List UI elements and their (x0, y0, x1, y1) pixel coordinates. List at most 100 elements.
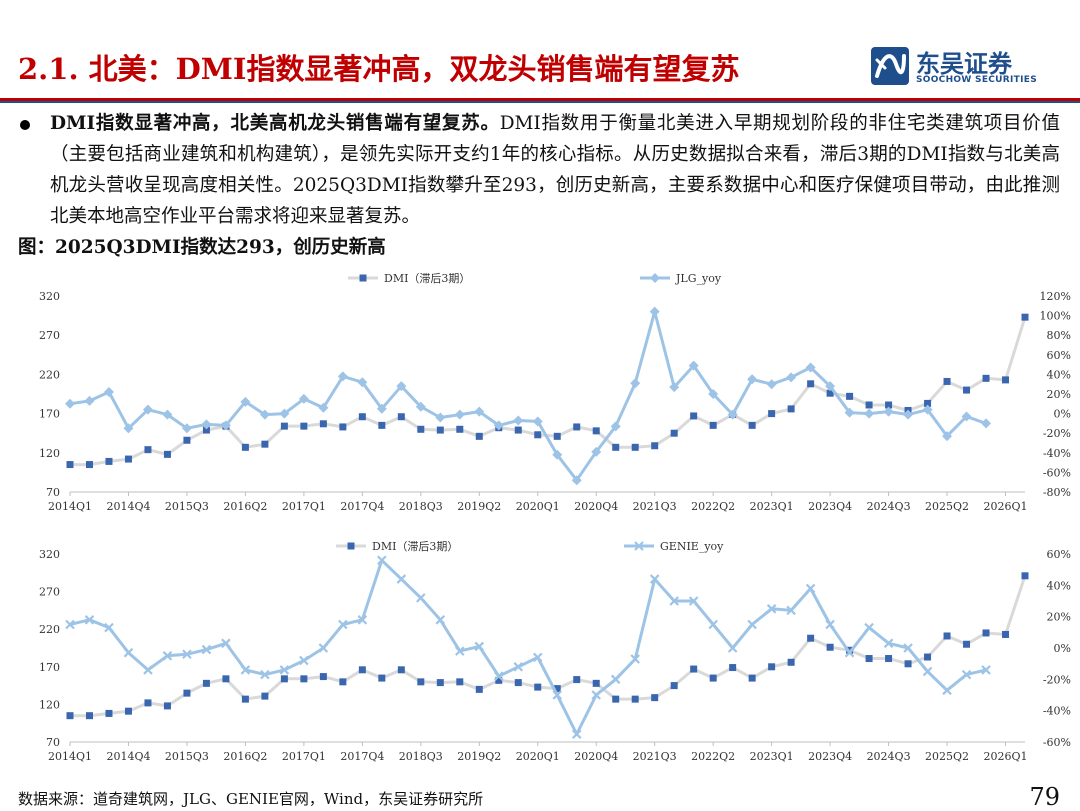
chart-2-series-0-point (397, 666, 405, 674)
chart-1-y-left-tick: 220 (39, 368, 60, 381)
chart-1-series-1-point (864, 408, 875, 419)
chart-1-series-1-point (786, 372, 797, 383)
chart-1-series-0-point (709, 421, 717, 429)
chart-1-y-right-tick: 80% (1047, 329, 1071, 342)
bullet-icon (20, 120, 30, 130)
chart-2-series-0-point (631, 695, 639, 703)
chart-1-legend-label: DMI（滞后3期） (384, 272, 470, 285)
chart-1-series-0-point (885, 401, 893, 409)
chart-2-series-1-point (260, 669, 270, 680)
chart-1-x-tick: 2024Q3 (867, 500, 911, 513)
chart-1-x-tick: 2015Q3 (165, 500, 209, 513)
chart-1-series-1-point (123, 423, 134, 434)
chart-1-series-0-point (85, 461, 93, 469)
chart-2-series-1-point (552, 690, 563, 700)
chart-1-series-0-point (124, 455, 132, 463)
chart-2-y-right-tick: 40% (1047, 579, 1071, 592)
logo-cn-text: 东吴证券 (916, 50, 1012, 78)
chart-2-series-0-point (475, 685, 483, 693)
chart-2-series-1-point (123, 647, 134, 658)
chart-2-x-tick: 2016Q2 (223, 750, 267, 763)
chart-1-series-0-point (280, 422, 288, 430)
chart-2-series-0-point (417, 678, 425, 686)
chart-2-x-tick: 2026Q1 (984, 750, 1028, 763)
chart-1-series-0-point (670, 429, 678, 437)
chart-1-series-1-point (279, 408, 290, 419)
chart-2-series-1-point (162, 651, 173, 661)
chart-2-legend-swatch-marker (347, 542, 355, 550)
dmi-jlg-chart: 70 120 170 220 270 320 -80% -60% -40% -20% 0% 20% 40… (0, 265, 1080, 525)
chart-2-x-tick: 2014Q1 (48, 750, 92, 763)
chart-1-series-1-point (513, 415, 524, 426)
chart-2-series-0 (66, 572, 1029, 720)
summary-lead: DMI指数显著冲高，北美高机龙头销售端有望复苏。 (50, 113, 500, 134)
chart-2-series-1-point (942, 685, 952, 696)
chart-1-series-1-point (922, 404, 933, 415)
chart-2-y-left-tick: 170 (39, 661, 60, 674)
chart-2-series-0-point (826, 643, 834, 651)
chart-1-series-1-point (805, 362, 816, 373)
chart-2-series-0-point (1002, 630, 1010, 638)
chart-1-series-1-point (610, 421, 621, 432)
chart-2-series-1-point (240, 665, 251, 675)
chart-1-y-right-tick: -40% (1043, 447, 1071, 460)
chart-1-series-0-point (144, 446, 152, 454)
chart-2-series-0-point (202, 679, 210, 687)
chart-2-series-0-point (514, 679, 522, 687)
chart-1-series-1-point (688, 360, 699, 371)
chart-2-series-1-point (493, 671, 504, 681)
chart-1-series-0-point (612, 443, 620, 451)
chart-1-series-1-point (552, 449, 563, 460)
chart-1-y-right-tick: 20% (1047, 388, 1071, 401)
chart-1-series-0-point (592, 427, 600, 435)
chart-2-x-tick: 2024Q3 (867, 750, 911, 763)
chart-2-series-1-point (571, 729, 582, 739)
chart-2-series-1-point (474, 641, 485, 652)
chart-1-series-0-point (534, 431, 542, 439)
chart-2-x-tick: 2023Q4 (808, 750, 852, 763)
chart-1-series-0-point (924, 399, 932, 407)
slide-title: 2.1. 北美：DMI指数显著冲高，双龙头销售端有望复苏 (18, 52, 740, 86)
chart-2-y-left-tick: 70 (46, 736, 60, 749)
chart-1-series-1-point (84, 395, 95, 406)
chart-2-series-0-point (885, 655, 893, 663)
chart-2-series-0-point (163, 702, 171, 710)
chart-1-series-1-point (669, 382, 680, 393)
chart-2-series-1-point (279, 665, 290, 675)
chart-1-legend: DMI（滞后3期） JLG_yoy (348, 272, 722, 285)
chart-1-series-1-point (142, 404, 153, 415)
chart-2-series-1-point (318, 643, 329, 653)
chart-2-y-left-tick: 220 (39, 623, 60, 636)
chart-2-series-0-point (280, 675, 288, 683)
chart-2-x-tick: 2021Q3 (633, 750, 677, 763)
chart-1-series-1-point (727, 409, 738, 420)
header-rule-red (0, 98, 1080, 101)
chart-1-series-0-point (202, 426, 210, 434)
chart-2-series-1-point (844, 647, 855, 658)
chart-2-series-0-point (495, 676, 503, 684)
chart-2-x-tick: 2014Q4 (106, 750, 150, 763)
chart-1-series-0-point (378, 421, 386, 429)
header-rule-blue (0, 101, 1080, 103)
chart-1-series-1-point (493, 420, 504, 431)
chart-1-series-0-point (66, 461, 74, 469)
chart-2-series-1-point (649, 574, 660, 584)
chart-1-series-1-point (201, 419, 212, 430)
chart-2-series-0-point (183, 689, 191, 697)
chart-2-series-1-point (825, 619, 835, 630)
slide-header: 2.1. 北美：DMI指数显著冲高，双龙头销售端有望复苏 东吴证券 SOOCHO… (0, 0, 1080, 103)
chart-2-series-0-point (943, 632, 951, 640)
chart-1-series-0-point (1021, 313, 1029, 321)
chart-1-y-right-tick: 0% (1054, 408, 1071, 421)
chart-1-y-left-tick: 270 (39, 329, 60, 342)
chart-2-series-0-point (963, 640, 971, 648)
chart-2-y-left-tick: 320 (39, 548, 60, 561)
page-number: 79 (1029, 783, 1060, 811)
chart-2-series-0-line (70, 575, 1027, 718)
chart-1-series-1-point (630, 378, 641, 389)
chart-2-series-1-point (182, 649, 192, 660)
chart-2-series-0-point (124, 707, 132, 715)
chart-1-series-0-point (553, 432, 561, 440)
chart-2-series-0-point (924, 653, 932, 661)
chart-1-series-1-point (454, 409, 465, 420)
